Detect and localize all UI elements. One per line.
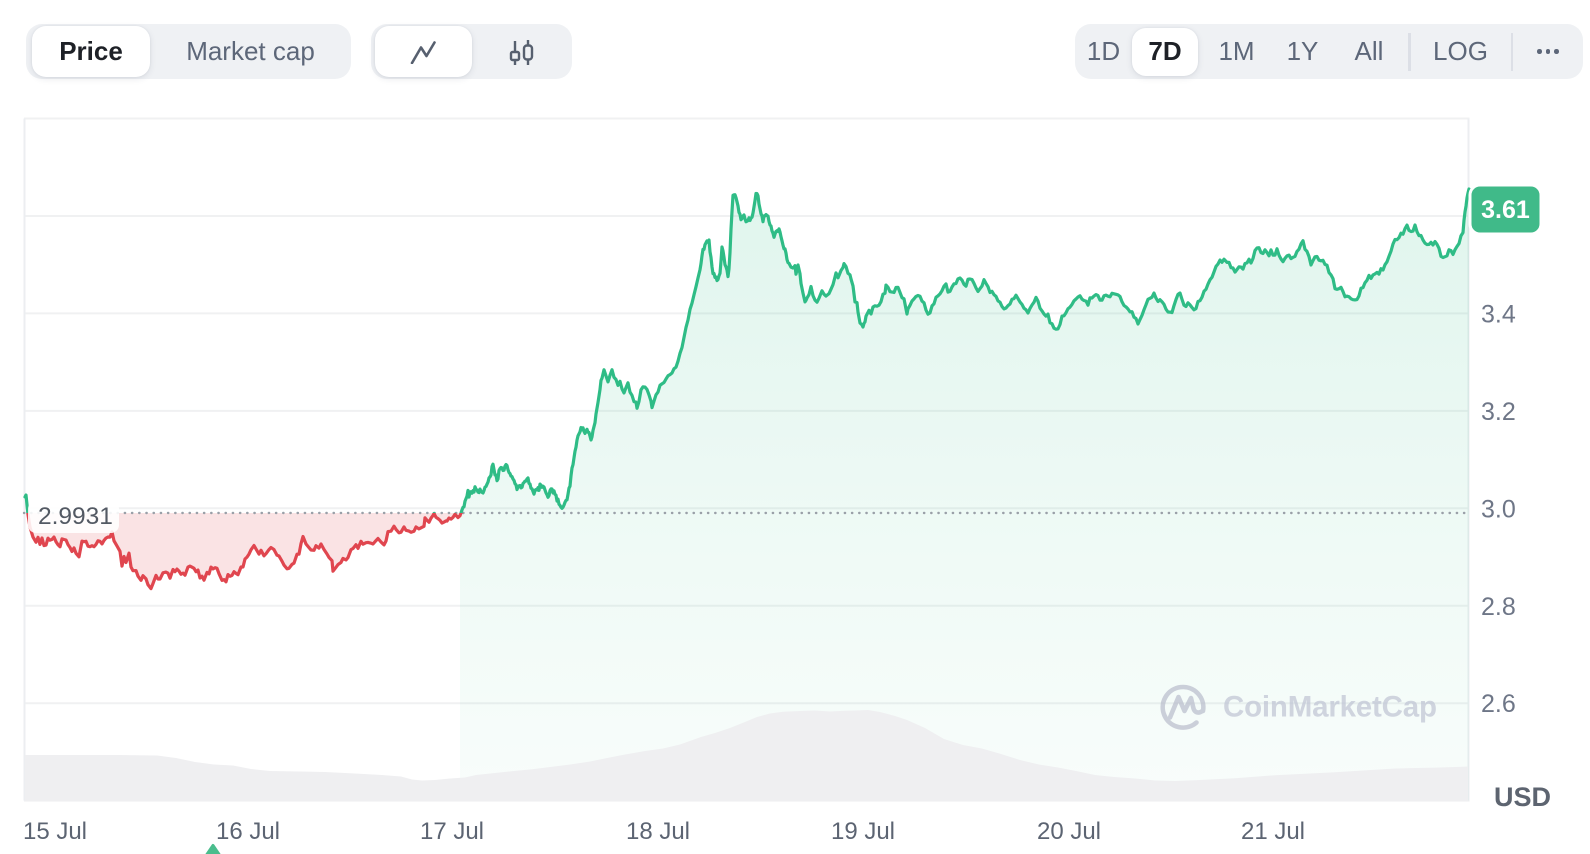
svg-text:2.6: 2.6 bbox=[1481, 690, 1516, 718]
svg-text:3.4: 3.4 bbox=[1481, 301, 1516, 329]
svg-text:3.61: 3.61 bbox=[1481, 196, 1530, 224]
svg-text:21 Jul: 21 Jul bbox=[1241, 818, 1305, 845]
svg-text:20 Jul: 20 Jul bbox=[1037, 818, 1101, 845]
svg-text:3.2: 3.2 bbox=[1481, 398, 1516, 426]
svg-text:3.0: 3.0 bbox=[1481, 495, 1516, 523]
svg-text:18 Jul: 18 Jul bbox=[626, 818, 690, 845]
svg-text:17 Jul: 17 Jul bbox=[420, 818, 484, 845]
svg-text:15 Jul: 15 Jul bbox=[23, 818, 87, 845]
svg-text:2.9931: 2.9931 bbox=[38, 503, 113, 530]
svg-text:2.8: 2.8 bbox=[1481, 593, 1516, 621]
svg-text:16 Jul: 16 Jul bbox=[216, 818, 280, 845]
svg-text:CoinMarketCap: CoinMarketCap bbox=[1223, 691, 1437, 724]
svg-text:19 Jul: 19 Jul bbox=[831, 818, 895, 845]
svg-text:USD: USD bbox=[1494, 782, 1551, 812]
